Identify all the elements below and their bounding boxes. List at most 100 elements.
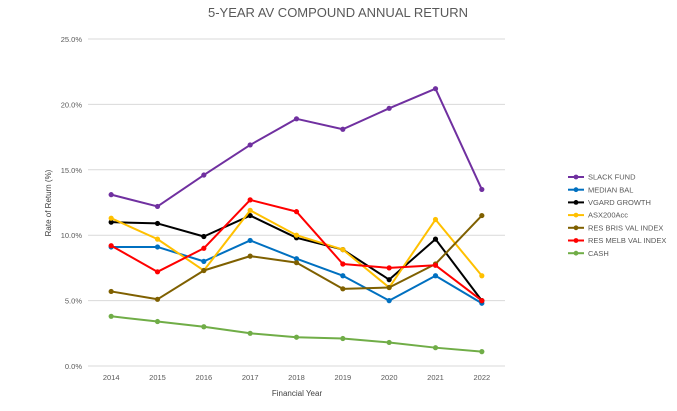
data-point [154,203,161,210]
data-point [432,236,439,242]
data-point [479,186,485,193]
y-tick-label: 5.0% [65,297,82,306]
x-axis-label: Financial Year [272,389,323,398]
x-tick-label: 2017 [242,373,259,382]
data-point [154,296,161,302]
data-point [432,216,439,223]
data-point [340,273,346,279]
legend-marker [573,174,579,180]
series-line [111,315,482,353]
series-line [110,87,483,208]
y-axis-label: Rate of Return (%) [44,169,53,236]
legend-marker [573,212,579,218]
series-cash [108,313,485,355]
gridlines [88,38,505,367]
series-slack-fund [108,86,485,210]
data-point [340,126,346,132]
legend-item: MEDIAN BAL [568,185,633,194]
data-point [340,246,346,253]
legend-item: RES MELB VAL INDEX [568,236,666,245]
legend-label: RES BRIS VAL INDEX [588,223,663,232]
series-median-bal [108,237,485,306]
series-res-melb-val-index [108,197,485,304]
data-point [201,233,207,240]
legend-item: RES BRIS VAL INDEX [568,223,663,232]
data-point [154,318,161,325]
data-point [386,277,392,283]
data-point [247,197,253,203]
y-tick-label: 10.0% [61,231,83,240]
data-point [108,215,114,221]
data-point [386,339,392,346]
legend-marker [573,238,579,243]
data-point [247,212,253,219]
data-point [340,335,346,342]
x-tick-label: 2016 [195,373,212,382]
data-point [479,349,485,355]
data-point [201,258,207,264]
y-tick-label: 20.0% [61,100,83,109]
data-point [386,298,392,304]
data-point [201,324,207,330]
series-vgard-growth [108,212,485,304]
data-point [479,298,485,304]
data-point [432,86,439,92]
x-tick-label: 2021 [427,373,444,382]
data-point [154,269,161,275]
legend-label: RES MELB VAL INDEX [588,236,666,245]
data-point [386,105,392,111]
series-lines [108,86,485,355]
x-tick-label: 2020 [381,373,398,382]
data-point [154,244,161,250]
x-tick-label: 2015 [149,373,166,382]
legend-item: CASH [568,249,609,258]
x-tick-label: 2014 [103,373,120,382]
legend-marker [573,200,579,205]
legend-item: VGARD GROWTH [568,198,651,207]
data-point [293,334,300,340]
data-point [108,192,114,198]
data-point [247,207,253,213]
data-point [247,237,253,244]
data-point [108,288,114,295]
data-point [154,236,161,242]
legend-marker [573,225,579,231]
legend-label: CASH [588,249,609,258]
data-point [108,243,114,249]
legend-label: MEDIAN BAL [588,185,633,194]
legend-marker [573,187,579,193]
data-point [432,262,439,268]
data-point [247,142,253,148]
data-point [108,219,114,225]
data-point [293,116,300,122]
y-tick-label: 15.0% [61,166,83,175]
x-tick-label: 2018 [288,373,305,382]
data-point [479,273,485,279]
data-point [201,267,207,274]
legend-marker [573,250,579,256]
data-point [293,260,300,266]
series-asx200acc [108,207,485,291]
data-point [247,253,253,259]
legend-item: ASX200Acc [568,211,628,220]
data-point [432,345,439,351]
legend-label: VGARD GROWTH [588,198,651,207]
data-point [293,232,300,238]
data-point [108,313,114,319]
legend-item: SLACK FUND [568,173,636,182]
y-axis-ticks: 0.0% 5.0% 10.0% 15.0% 20.0% 25.0% [61,35,83,371]
data-point [340,286,346,292]
data-point [201,245,207,251]
data-point [479,212,485,219]
legend: SLACK FUND MEDIAN BAL VGARD GROWTH ASX200Ac… [568,173,666,258]
y-tick-label: 0.0% [65,362,82,371]
x-tick-label: 2019 [334,373,351,382]
legend-label: ASX200Acc [588,211,628,220]
data-point [293,209,300,215]
data-point [293,256,300,262]
data-point [154,220,161,227]
x-axis-ticks: 2014 2015 2016 2017 2018 2019 2020 2021 2022 [103,373,490,382]
data-point [432,273,439,279]
